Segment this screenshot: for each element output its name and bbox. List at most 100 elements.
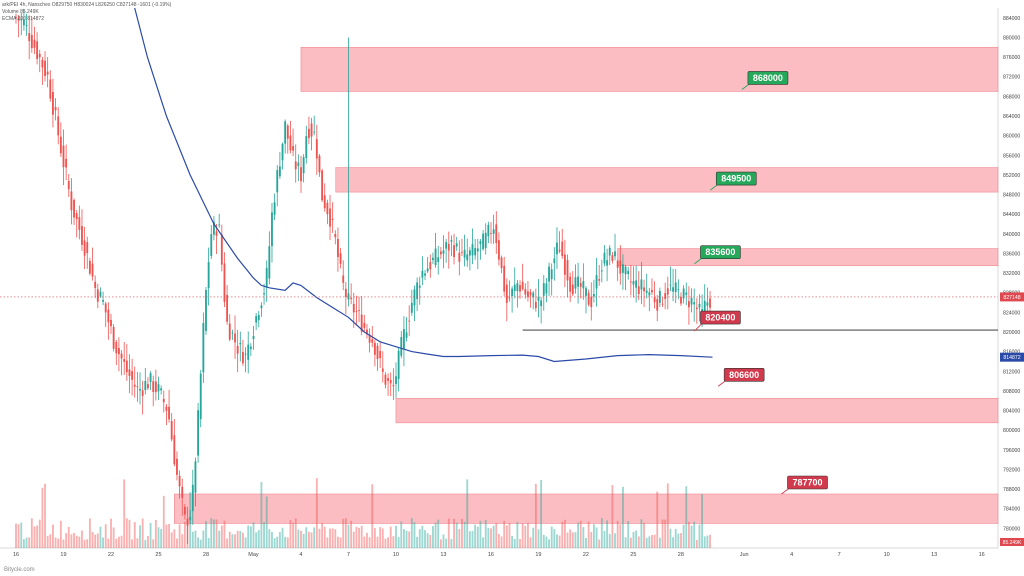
volume-bar — [426, 533, 429, 548]
volume-bar — [54, 537, 57, 548]
candle-body — [540, 300, 543, 307]
ema-line — [134, 7, 713, 363]
volume-bar — [236, 530, 239, 548]
candle-body — [178, 475, 181, 487]
legend-volume: Volume 85.249K — [2, 9, 39, 15]
x-tick-label: 16 — [13, 552, 19, 558]
volume-bar — [212, 519, 215, 548]
volume-bar — [360, 525, 363, 548]
candle-body — [368, 334, 371, 343]
candle-body — [492, 229, 495, 234]
y-tick-label: 852000 — [1003, 173, 1020, 179]
candle-body — [52, 91, 54, 115]
candle-body — [672, 287, 674, 292]
candle-body — [28, 32, 31, 42]
volume-bar — [455, 522, 458, 548]
volume-bar — [516, 521, 519, 548]
volume-bar — [366, 532, 368, 548]
volume-bar — [474, 524, 477, 548]
candle-body — [189, 516, 192, 520]
candle-body — [147, 384, 149, 389]
candle-body — [170, 421, 173, 440]
candle-body — [30, 34, 33, 49]
candle-body — [664, 293, 667, 299]
candle-body — [112, 326, 115, 349]
candle-body — [574, 277, 577, 289]
volume-bar — [197, 537, 200, 548]
candle-body — [490, 232, 492, 234]
volume-bar — [492, 525, 495, 548]
candle-body — [44, 60, 46, 76]
candle-body — [329, 208, 331, 227]
candle-body — [41, 59, 44, 68]
candle-body — [344, 288, 347, 297]
volume-bar — [33, 526, 36, 548]
volume-bar — [653, 534, 656, 548]
candle-body — [239, 342, 242, 345]
candle-body — [17, 17, 20, 21]
candle-body — [310, 123, 313, 137]
volume-bar — [115, 538, 118, 548]
volume-bar — [447, 518, 450, 548]
x-tick-label: 19 — [60, 552, 66, 558]
support-label-pointer — [694, 322, 703, 332]
candle-body — [104, 303, 107, 313]
candle-body — [693, 302, 696, 305]
y-tick-label: 876000 — [1003, 55, 1020, 61]
volume-bar — [294, 518, 297, 548]
candle-body — [57, 116, 60, 136]
volume-bar — [170, 532, 173, 548]
volume-bar — [400, 521, 403, 548]
candle-body — [529, 292, 532, 296]
candle-body — [191, 484, 194, 512]
volume-bar — [263, 522, 265, 548]
candle-body — [281, 143, 284, 161]
candle-body — [611, 255, 614, 261]
volume-bar — [149, 522, 152, 548]
support-label-box — [700, 310, 741, 325]
candle-body — [160, 388, 163, 391]
volume-bar — [41, 487, 44, 548]
zone-label-4-box — [787, 475, 828, 490]
volume-bar — [590, 531, 593, 548]
volume-bar — [73, 532, 75, 548]
candle-body — [513, 284, 516, 291]
zone-1 — [335, 167, 999, 193]
candle-body — [96, 289, 99, 302]
candle-body — [397, 350, 400, 380]
candle-body — [651, 289, 653, 293]
volume-bar — [231, 534, 234, 548]
candle-body — [500, 257, 503, 268]
volume-bar — [139, 525, 141, 548]
candle-body — [645, 290, 648, 293]
volume-bar — [112, 527, 115, 548]
volume-bar — [131, 539, 134, 548]
volume-bar — [608, 534, 611, 548]
volume-bar — [669, 528, 672, 548]
volume-bar — [286, 537, 289, 548]
candle-body — [384, 374, 387, 385]
legend-ohlc: ark/PEI 4h, Nanschex O829750 H830024 L82… — [2, 2, 172, 8]
volume-bar — [38, 519, 41, 548]
volume-bar — [566, 532, 569, 548]
volume-bar — [83, 539, 86, 548]
candle-body — [139, 388, 141, 391]
volume-bar — [606, 520, 609, 548]
volume-bar — [49, 534, 52, 548]
candle-body — [257, 315, 260, 321]
volume-bar — [395, 525, 397, 548]
volume-bar — [347, 524, 350, 548]
candle-body — [152, 381, 155, 393]
zones — [174, 46, 999, 524]
zone-label-4-text: 787700 — [792, 478, 822, 488]
candle-body — [527, 291, 529, 297]
candle-body — [606, 260, 609, 266]
candle-body — [614, 251, 616, 257]
candle-body — [379, 350, 382, 358]
volume-bar — [577, 522, 580, 548]
x-tick-label: 28 — [203, 552, 209, 558]
candle-body — [598, 279, 601, 281]
volume-bar — [22, 539, 25, 548]
volume-bar — [434, 522, 437, 548]
